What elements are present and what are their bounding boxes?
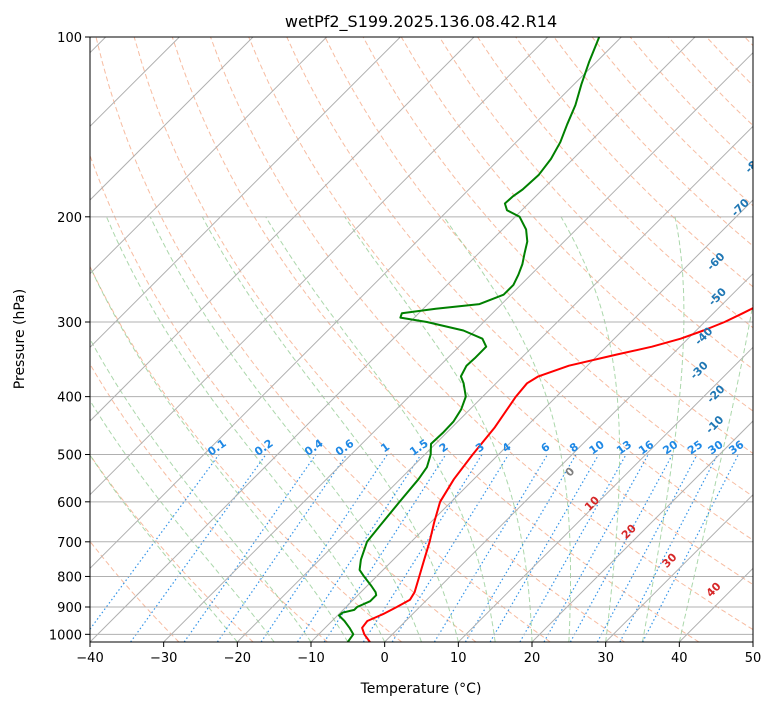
dry-adiabat-line (438, 37, 753, 370)
dry-adiabat-line (210, 37, 753, 631)
isotherm-line (90, 37, 696, 642)
plot-frame (89, 36, 754, 643)
mixing-ratio-line (642, 454, 739, 642)
isotherm-line (384, 272, 753, 642)
x-tick-label: 30 (597, 651, 614, 666)
chart-title: wetPf2_S199.2025.136.08.42.R14 (285, 12, 557, 32)
dry-adiabat-line (90, 363, 328, 642)
temperature-line (361, 306, 753, 642)
moist-adiabat-line (90, 265, 349, 642)
y-tick-label: 100 (57, 31, 82, 46)
dry-adiabat-line (248, 37, 753, 586)
dry-adiabat-line (90, 265, 403, 642)
moist-adiabat-line (90, 338, 312, 642)
x-tick-label: 10 (450, 651, 467, 666)
mixing-ratio-line (619, 454, 719, 642)
isotherm-line (90, 37, 254, 201)
dry-adiabat-line (171, 37, 700, 642)
dry-adiabat-line (515, 37, 753, 288)
x-tick-label: −30 (150, 651, 177, 666)
isotherm-line (310, 199, 753, 642)
isotherm-line (531, 420, 753, 642)
x-axis-label: Temperature (°C) (360, 681, 482, 697)
y-tick-label: 200 (57, 211, 82, 226)
isotherm-line (90, 37, 622, 570)
mixing-ratio-line (296, 454, 422, 642)
mixing-ratio-line (90, 454, 220, 631)
isotherm-line (90, 37, 401, 349)
dry-adiabat-line (90, 153, 477, 642)
mixing-ratio-line (260, 454, 388, 642)
y-tick-label: 500 (57, 449, 82, 464)
dry-adiabat-line (95, 37, 551, 642)
x-axis: −40 −30 −20 −10 0 10 20 30 40 50 (76, 642, 761, 666)
dewpoint-line (338, 37, 601, 642)
y-tick-label: 900 (57, 601, 82, 616)
x-tick-label: −20 (224, 651, 251, 666)
dry-adiabat-line (133, 37, 625, 642)
moist-adiabat-line (344, 216, 533, 642)
moist-adiabat-line (90, 454, 238, 642)
isotherm-line (90, 37, 328, 275)
x-tick-label: 40 (671, 651, 688, 666)
x-tick-label: −10 (297, 651, 324, 666)
y-tick-label: 700 (57, 536, 82, 551)
moist-adiabat-line (642, 216, 685, 642)
mixing-ratio-line (433, 454, 549, 642)
y-tick-label: 800 (57, 570, 82, 585)
y-tick-label: 600 (57, 496, 82, 511)
x-tick-label: 50 (745, 651, 762, 666)
isotherm-line (605, 493, 753, 642)
y-axis-label: Pressure (hPa) (12, 289, 28, 389)
mixing-ratio-line (489, 454, 600, 642)
moist-adiabat-line (201, 216, 459, 642)
mixing-ratio-line (323, 454, 447, 642)
x-tick-label: −40 (76, 651, 103, 666)
mixing-ratio-line (464, 454, 577, 642)
dry-adiabat-label: -80 (743, 153, 766, 176)
x-tick-label: 20 (524, 651, 541, 666)
mixing-ratio-line (596, 454, 698, 642)
isotherm-line (90, 37, 549, 496)
grid-lines (90, 37, 753, 642)
moist-adiabat-line (560, 216, 621, 642)
isotherm-line (236, 125, 753, 642)
x-tick-label: 0 (381, 651, 389, 666)
mixing-ratio-line (362, 454, 483, 642)
dry-adiabat-line (286, 37, 753, 541)
dry-adiabat-line (90, 453, 254, 642)
dry-adiabat-line (362, 37, 753, 455)
dry-adiabat-line (90, 540, 180, 642)
dry-adiabat-line (324, 37, 753, 498)
background-lines (90, 37, 753, 642)
mixing-ratio-line (130, 454, 267, 642)
moist-adiabat-line (265, 216, 496, 642)
isotherm-line (457, 346, 753, 642)
dry-adiabat-line (400, 37, 753, 412)
y-tick-label: 400 (57, 391, 82, 406)
y-tick-label: 1000 (49, 628, 82, 643)
y-axis: 100 200 300 400 500 600 700 800 900 1000 (49, 31, 90, 643)
moist-adiabat-line (678, 301, 753, 642)
mixing-ratio-line (391, 454, 510, 642)
isotherm-line (163, 51, 753, 642)
y-tick-label: 300 (57, 316, 82, 331)
profile-lines (338, 37, 753, 642)
moist-adiabat-line (90, 399, 275, 642)
isotherm-line (90, 37, 475, 422)
moist-adiabat-line (149, 216, 422, 642)
